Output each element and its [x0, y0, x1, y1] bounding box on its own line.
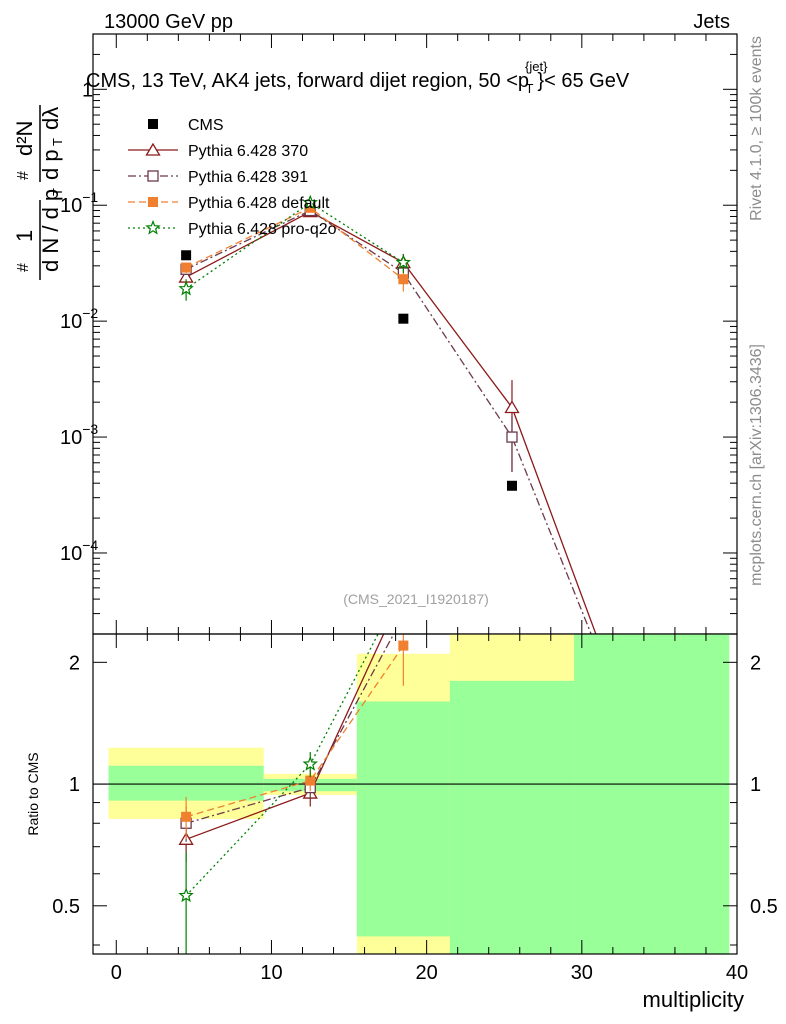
legend-label: Pythia 6.428 pro-q2o — [188, 221, 337, 238]
svg-text:dλ: dλ — [38, 107, 63, 130]
ratio-point — [181, 811, 192, 822]
legend-item-0: CMS — [148, 117, 224, 134]
series-0 — [181, 200, 517, 491]
legend-item-4: Pythia 6.428 pro-q2o — [128, 219, 337, 238]
ratio-series-2 — [181, 634, 409, 840]
legend-label: Pythia 6.428 370 — [188, 143, 308, 160]
svg-text:T: T — [50, 188, 65, 196]
header-right: Jets — [693, 11, 730, 33]
rivet-info: Rivet 4.1.0, ≥ 100k events — [748, 36, 765, 221]
main-x-ticks — [115, 34, 738, 634]
legend-item-2: Pythia 6.428 391 — [128, 169, 308, 186]
x-tick-label: 0 — [111, 962, 122, 984]
data-point — [305, 202, 316, 213]
ratio-y-ticks: 0.5 0.5 1 1 2 2 — [52, 652, 778, 946]
header-left: 13000 GeV pp — [104, 11, 233, 33]
ratio-point — [305, 775, 316, 786]
y-tick-label: 1 — [82, 79, 93, 101]
legend-label: CMS — [188, 117, 224, 134]
main-plot-area — [178, 194, 597, 634]
ratio-x-ticks: 0 10 20 30 40 — [111, 634, 748, 984]
data-point — [181, 250, 192, 261]
ratio-ylabel: Ratio to CMS — [25, 752, 41, 835]
series-4 — [178, 194, 412, 301]
uncertainty-band-inner — [574, 634, 730, 954]
data-point — [398, 313, 409, 324]
x-tick-label: 20 — [416, 962, 438, 984]
ratio-point — [178, 887, 194, 903]
legend-marker — [145, 219, 161, 235]
x-axis-label: multiplicity — [643, 987, 744, 1012]
series-line-2 — [185, 209, 592, 634]
data-point — [506, 431, 518, 443]
legend-item-3: Pythia 6.428 default — [128, 195, 330, 212]
data-point — [398, 274, 409, 285]
ratio-series-3 — [178, 634, 379, 954]
legend-marker — [145, 142, 161, 156]
data-point — [506, 480, 517, 491]
uncertainty-band-inner — [449, 680, 575, 954]
data-point — [395, 254, 412, 270]
data-point — [181, 262, 192, 273]
ratio-plot-area — [93, 634, 737, 954]
x-tick-label: 30 — [571, 962, 593, 984]
data-point — [302, 194, 318, 210]
legend-marker — [147, 170, 159, 182]
series-line-4 — [185, 202, 404, 290]
main-y-ticks: 110−110−210−310−4 — [60, 33, 737, 635]
svg-text:#: # — [15, 171, 32, 180]
ratio-y-tick-label-left: 1 — [69, 774, 80, 796]
ratio-y-tick-label-right: 0.5 — [750, 896, 778, 918]
mcplots-info: mcplots.cern.ch [arXiv:1306.3436] — [748, 344, 765, 586]
ratio-frame — [92, 633, 738, 955]
uncertainty-band-inner — [356, 701, 450, 937]
uncertainty-band-inner — [108, 765, 264, 801]
main-ylabel: # 1 d N / d p T # d²N d p T dλ — [12, 105, 65, 280]
x-tick-label: 10 — [260, 962, 282, 984]
svg-text:d p: d p — [38, 149, 63, 180]
ratio-y-tick-label-left: 2 — [69, 652, 80, 674]
x-tick-label: 40 — [726, 962, 748, 984]
chart-title: CMS, 13 TeV, AK4 jets, forward dijet reg… — [86, 59, 630, 96]
legend-label: Pythia 6.428 default — [188, 195, 330, 212]
svg-text:d²N: d²N — [12, 121, 37, 156]
svg-text:T: T — [50, 138, 65, 146]
legend-marker — [148, 119, 158, 129]
svg-text:1: 1 — [12, 230, 37, 242]
legend-label: Pythia 6.428 391 — [188, 169, 308, 186]
ratio-point — [302, 756, 318, 771]
ratio-panel: 0.5 0.5 1 1 2 2 0 10 20 30 40 — [52, 633, 778, 984]
ratio-y-tick-label-right: 2 — [750, 652, 761, 674]
ratio-y-tick-label-left: 0.5 — [52, 896, 80, 918]
ratio-y-tick-label-right: 1 — [750, 774, 761, 796]
legend-item-1: Pythia 6.428 370 — [128, 142, 308, 160]
svg-text:#: # — [15, 263, 32, 272]
series-3 — [181, 202, 409, 292]
legend: CMS Pythia 6.428 370 Pythia 6.428 391 Pythi… — [128, 117, 337, 238]
analysis-watermark: (CMS_2021_I1920187) — [343, 591, 489, 607]
ratio-point — [398, 640, 409, 651]
data-point — [178, 280, 194, 296]
legend-marker — [148, 197, 158, 207]
svg-text:d N / d p: d N / d p — [38, 189, 63, 272]
data-point — [504, 400, 520, 414]
